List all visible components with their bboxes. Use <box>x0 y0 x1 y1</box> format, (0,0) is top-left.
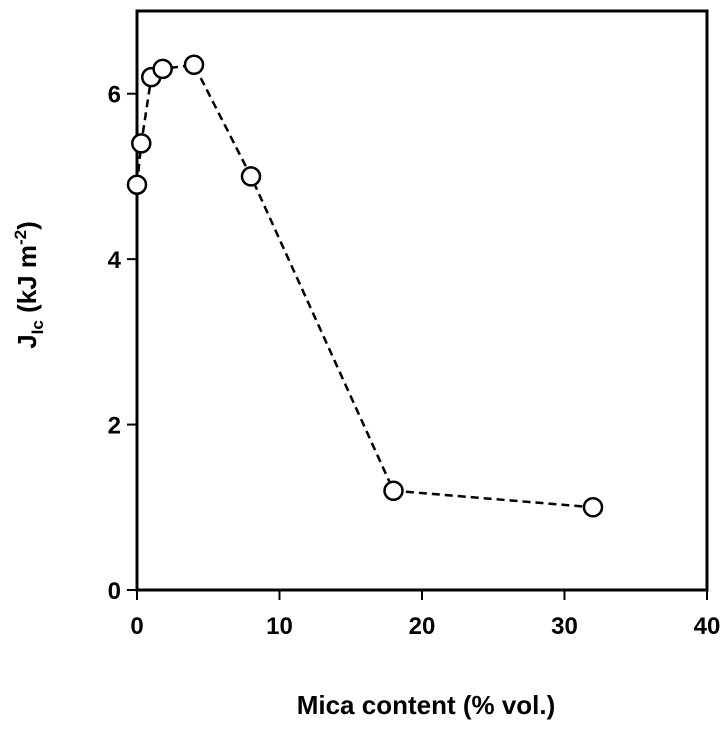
x-axis-ticks: 0 10 20 30 40 <box>130 590 720 640</box>
data-point <box>183 54 205 76</box>
data-point <box>131 133 152 154</box>
y-tick-label: 0 <box>108 578 121 605</box>
data-point <box>383 480 404 501</box>
y-tick-label: 4 <box>108 247 122 274</box>
plot-frame <box>135 9 709 592</box>
series <box>126 54 604 518</box>
x-tick-label: 20 <box>409 613 436 640</box>
plot-area <box>135 9 709 592</box>
x-tick-label: 30 <box>551 613 578 640</box>
y-axis-title: JIc (kJ m-2) <box>11 221 47 349</box>
y-axis-ticks: 0 2 4 6 <box>108 82 137 605</box>
series-line <box>135 63 594 509</box>
x-tick-label: 40 <box>694 613 721 640</box>
data-point <box>152 58 173 80</box>
x-axis-title: Mica content (% vol.) <box>297 690 556 720</box>
x-tick-label: 10 <box>266 613 293 640</box>
x-tick-label: 0 <box>130 613 143 640</box>
data-point <box>126 174 148 195</box>
data-point <box>582 497 604 518</box>
y-tick-label: 2 <box>108 413 121 440</box>
data-point <box>240 166 262 187</box>
y-tick-label: 6 <box>108 82 121 109</box>
